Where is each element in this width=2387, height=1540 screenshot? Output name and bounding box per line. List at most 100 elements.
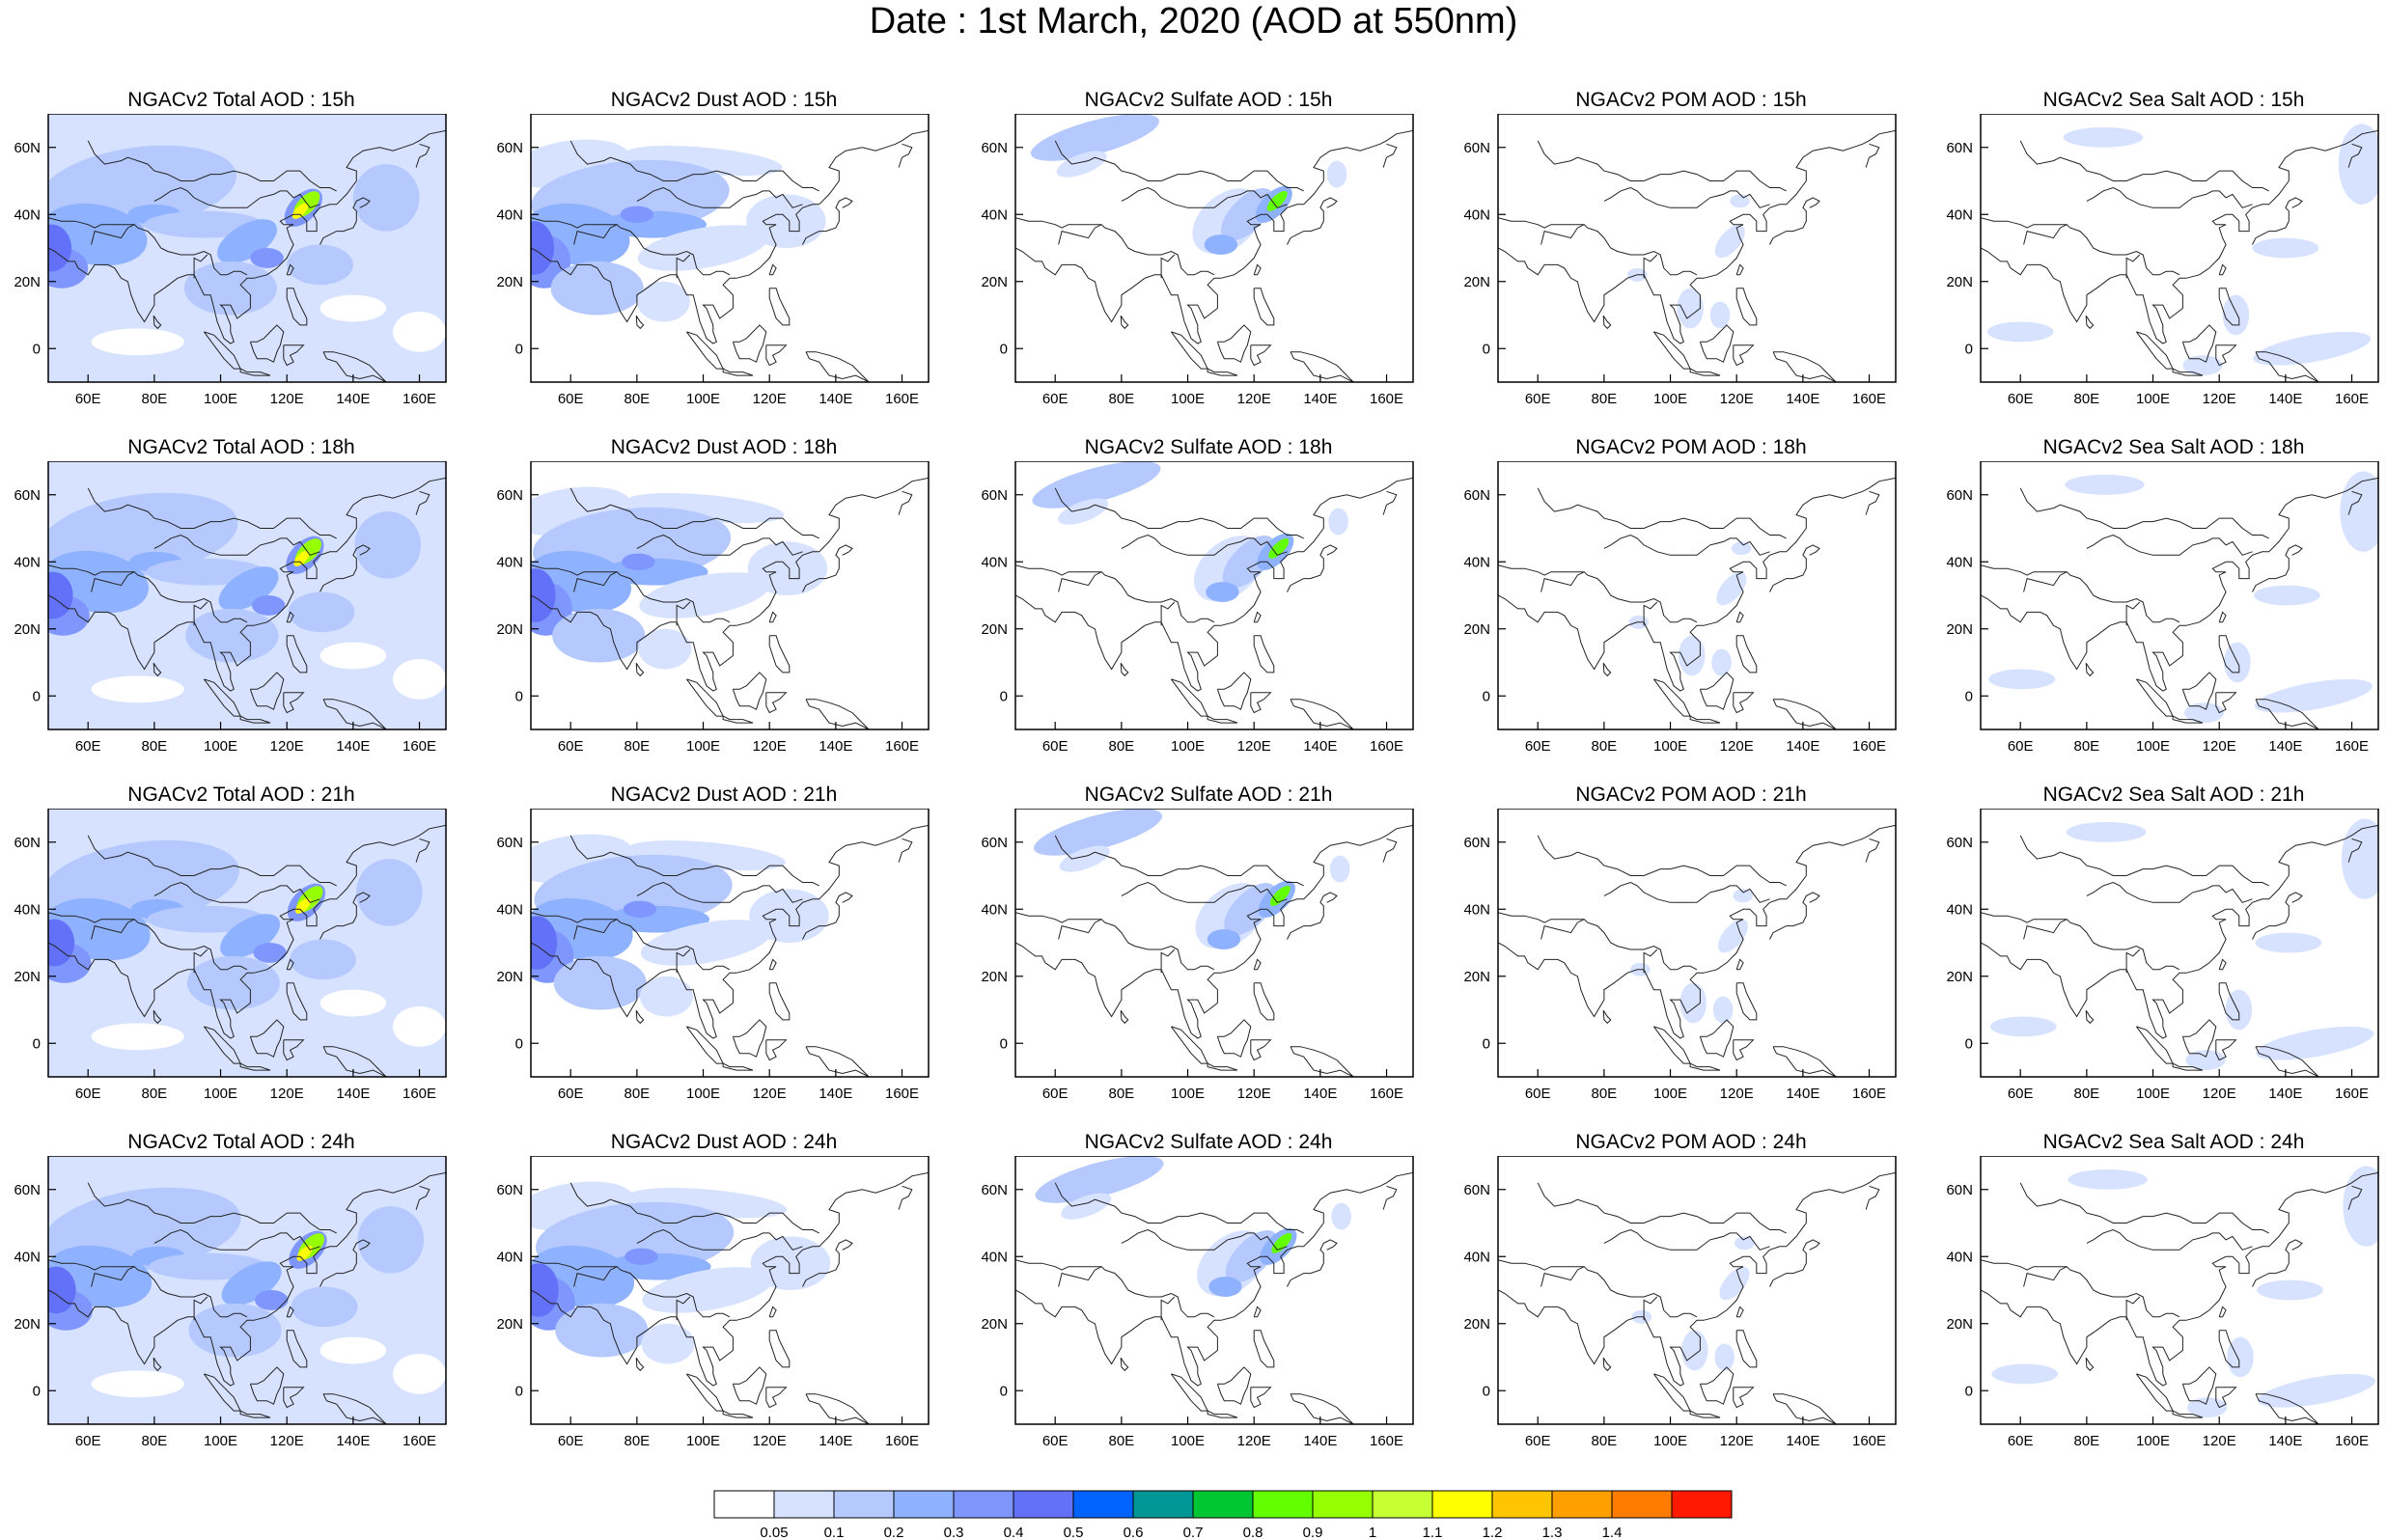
coastline [249, 1019, 285, 1058]
coastline [1250, 692, 1272, 714]
lon-tick-label: 120E [753, 391, 787, 407]
aod-field-patch [1679, 982, 1707, 1024]
lon-tick-label: 120E [270, 738, 304, 755]
colorbar-swatch [1192, 1490, 1254, 1519]
coastline [91, 571, 135, 592]
coastline [239, 1410, 271, 1418]
aod-field-gap [319, 1336, 387, 1364]
aod-map: 60E 80E 100E 120E 140E 160E 0 20N 40N 60N [496, 114, 930, 407]
aod-map: 60E 80E 100E 120E 140E 160E 0 20N 40N 60N [1463, 114, 1897, 407]
aod-field-patch [531, 916, 558, 970]
coastline [1735, 288, 1758, 326]
coastline [1557, 571, 1698, 623]
coastline [2086, 1228, 2253, 1251]
map-frame [1497, 461, 1897, 730]
lon-tick-label: 120E [1720, 391, 1754, 407]
coastline [48, 1171, 446, 1387]
lat-tick-label: 20N [14, 969, 41, 985]
coastline [2218, 1330, 2240, 1368]
coastline [569, 835, 819, 887]
panel-title: NGACv2 Dust AOD : 24h [610, 1131, 838, 1153]
lon-tick-label: 140E [1786, 391, 1819, 407]
coastline [283, 1387, 305, 1409]
lat-tick-label: 20N [496, 621, 523, 638]
lon-tick-label: 80E [142, 738, 168, 755]
coastline [676, 254, 691, 279]
aod-background-field [1498, 461, 1896, 729]
coastline [635, 662, 645, 677]
lat-tick-label: 20N [14, 274, 41, 290]
coastline [685, 678, 724, 717]
lon-tick-label: 120E [270, 1433, 304, 1449]
coastline [107, 1266, 248, 1318]
colorbar-swatch [713, 1490, 775, 1519]
colorbar-label: 0.05 [760, 1525, 788, 1540]
lon-tick-label: 80E [142, 391, 168, 407]
coastline [322, 351, 387, 382]
coastline [1652, 1373, 1691, 1412]
lon-tick-label: 140E [819, 391, 852, 407]
coastline [1772, 699, 1837, 729]
coastline [1557, 1266, 1698, 1318]
lon-tick-label: 100E [204, 391, 237, 407]
lon-tick-label: 80E [2074, 1086, 2100, 1102]
aod-field-patch [1224, 883, 1277, 936]
aod-map: 60E 80E 100E 120E 140E 160E 0 20N 40N 60N [14, 1156, 447, 1449]
coastline [1207, 715, 1238, 724]
coastline [91, 1266, 135, 1287]
coastline [1160, 601, 1176, 626]
lat-tick-label: 40N [496, 901, 523, 918]
coastline [636, 186, 803, 208]
coastline [805, 351, 870, 382]
lon-tick-label: 120E [1720, 1086, 1754, 1102]
aod-field-patch [221, 1261, 282, 1306]
lon-tick-label: 120E [1237, 391, 1271, 407]
coastline [1772, 1393, 1837, 1424]
lon-tick-label: 140E [1786, 1433, 1819, 1449]
aod-field-gap [393, 312, 446, 352]
aod-map: 60E 80E 100E 120E 140E 160E 0 20N 40N 60N [14, 809, 447, 1102]
coastline [1382, 143, 1398, 168]
lat-tick-label: 20N [981, 621, 1008, 638]
aod-field-patch [1989, 1016, 2057, 1037]
lon-tick-label: 160E [1370, 391, 1403, 407]
lon-tick-label: 120E [2203, 391, 2236, 407]
coastline [1537, 835, 1787, 887]
panel-title: NGACv2 Total AOD : 21h [127, 784, 355, 806]
map-frame [530, 1156, 930, 1425]
aod-field-patch [293, 550, 310, 566]
lat-tick-label: 20N [1946, 274, 1973, 290]
coastline [2125, 254, 2141, 279]
coastline [1699, 672, 1735, 710]
coastline [768, 1306, 777, 1318]
panel-title: NGACv2 Dust AOD : 21h [610, 784, 838, 806]
lon-tick-label: 120E [2203, 1433, 2236, 1449]
coastline [2172, 368, 2204, 376]
aod-field-patch [552, 608, 646, 663]
coastline [153, 881, 320, 903]
coastline [2218, 611, 2227, 623]
lat-tick-label: 40N [496, 206, 523, 223]
panel-title: NGACv2 Sea Salt AOD : 24h [2042, 1131, 2305, 1153]
panel-title: NGACv2 Total AOD : 18h [127, 436, 355, 458]
coastline [48, 824, 446, 1039]
lat-tick-label: 20N [14, 621, 41, 638]
coastline [1735, 1306, 1744, 1318]
lat-tick-label: 40N [1946, 901, 1973, 918]
aod-field-patch [553, 955, 647, 1010]
lon-tick-label: 100E [686, 1433, 720, 1449]
lon-tick-label: 160E [1370, 738, 1403, 755]
colorbar-swatch [1312, 1490, 1374, 1519]
aod-field-gap [91, 1023, 184, 1051]
coastline [1253, 958, 1262, 971]
lon-tick-label: 140E [336, 391, 370, 407]
lat-tick-label: 60N [1946, 487, 1973, 504]
lat-tick-label: 20N [1946, 969, 1973, 985]
map-panel-dust-15h: NGACv2 Dust AOD : 15h 60E 80E 100E 120E 140E 1… [483, 87, 965, 429]
lat-tick-label: 40N [981, 901, 1008, 918]
lon-tick-label: 120E [2203, 738, 2236, 755]
lat-tick-label: 20N [1463, 274, 1490, 290]
coastline [1170, 1373, 1208, 1412]
aod-field-patch [639, 976, 693, 1017]
aod-field-patch [1035, 1156, 1164, 1203]
